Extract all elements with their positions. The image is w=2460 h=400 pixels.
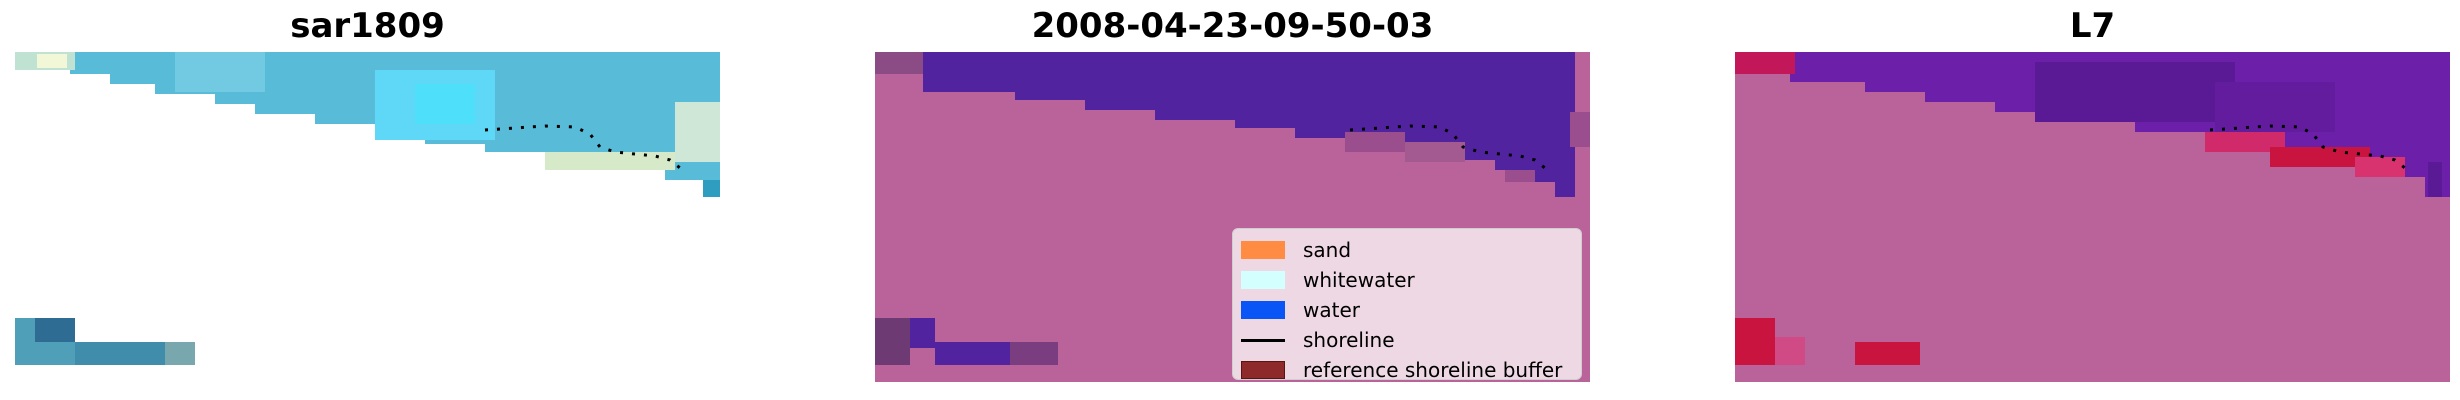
class-shore-buffer-2 <box>1405 142 1465 162</box>
rgb-bright-water-1 <box>175 52 265 92</box>
rgb-image <box>15 52 720 365</box>
rgb-coastal-water-region <box>15 52 720 197</box>
legend-label: water <box>1303 298 1360 322</box>
l7-right-edge <box>2428 162 2442 197</box>
class-offshore-d <box>1010 342 1058 365</box>
legend-item-sand: sand <box>1241 235 1573 265</box>
legend: sand whitewater water shoreline referenc… <box>1232 228 1582 382</box>
l7-dark-water-2 <box>2215 82 2335 132</box>
l7-offshore-a <box>1735 318 1775 365</box>
class-top-left-block <box>875 52 923 74</box>
rgb-sand-patch-left-bright <box>37 54 67 68</box>
panel-title-date: 2008-04-23-09-50-03 <box>1031 6 1434 46</box>
class-water-region <box>923 52 1575 197</box>
l7-shore-red-3 <box>2355 157 2405 177</box>
legend-label: sand <box>1303 238 1352 262</box>
l7-shoreline <box>2209 124 2406 170</box>
legend-label: reference shoreline buffer <box>1303 358 1563 382</box>
rgb-whitewater-right <box>675 102 720 162</box>
legend-label: whitewater <box>1303 268 1415 292</box>
class-right-edge-strip <box>1570 112 1590 147</box>
l7-dark-water-1 <box>2035 62 2235 122</box>
l7-shore-red-1 <box>2205 132 2285 152</box>
class-offshore-b <box>910 318 935 348</box>
rgb-bright-water-3 <box>415 84 475 124</box>
panel-title-rgb: sar1809 <box>290 6 445 46</box>
legend-swatch-sand <box>1241 241 1285 259</box>
rgb-offshore-patch-b <box>35 318 75 342</box>
l7-offshore-c <box>1855 342 1920 365</box>
rgb-image-panel <box>15 52 720 382</box>
legend-swatch-whitewater <box>1241 271 1285 289</box>
legend-item-reference-buffer: reference shoreline buffer <box>1241 355 1573 385</box>
legend-label: shoreline <box>1303 328 1395 352</box>
class-offshore-a <box>875 318 910 365</box>
legend-swatch-reference-buffer <box>1241 361 1285 379</box>
legend-item-whitewater: whitewater <box>1241 265 1573 295</box>
rgb-offshore-patch-d <box>165 342 195 365</box>
rgb-dark-corner <box>703 180 720 197</box>
l7-offshore-b <box>1775 337 1805 365</box>
panel-title-l7: L7 <box>2069 6 2116 46</box>
class-shoreline <box>1349 124 1546 170</box>
legend-swatch-water <box>1241 301 1285 319</box>
legend-line-shoreline <box>1241 338 1285 342</box>
legend-item-water: water <box>1241 295 1573 325</box>
class-offshore-c <box>935 342 1010 365</box>
class-shore-buffer-3 <box>1505 170 1535 182</box>
l7-top-left-red <box>1735 52 1795 74</box>
rgb-shoreline <box>484 124 681 170</box>
l7-image <box>1735 52 2450 382</box>
rgb-whitewater-near-shore <box>545 152 675 170</box>
legend-item-shoreline: shoreline <box>1241 325 1573 355</box>
l7-image-panel <box>1735 52 2450 382</box>
class-shore-buffer-1 <box>1345 132 1405 152</box>
